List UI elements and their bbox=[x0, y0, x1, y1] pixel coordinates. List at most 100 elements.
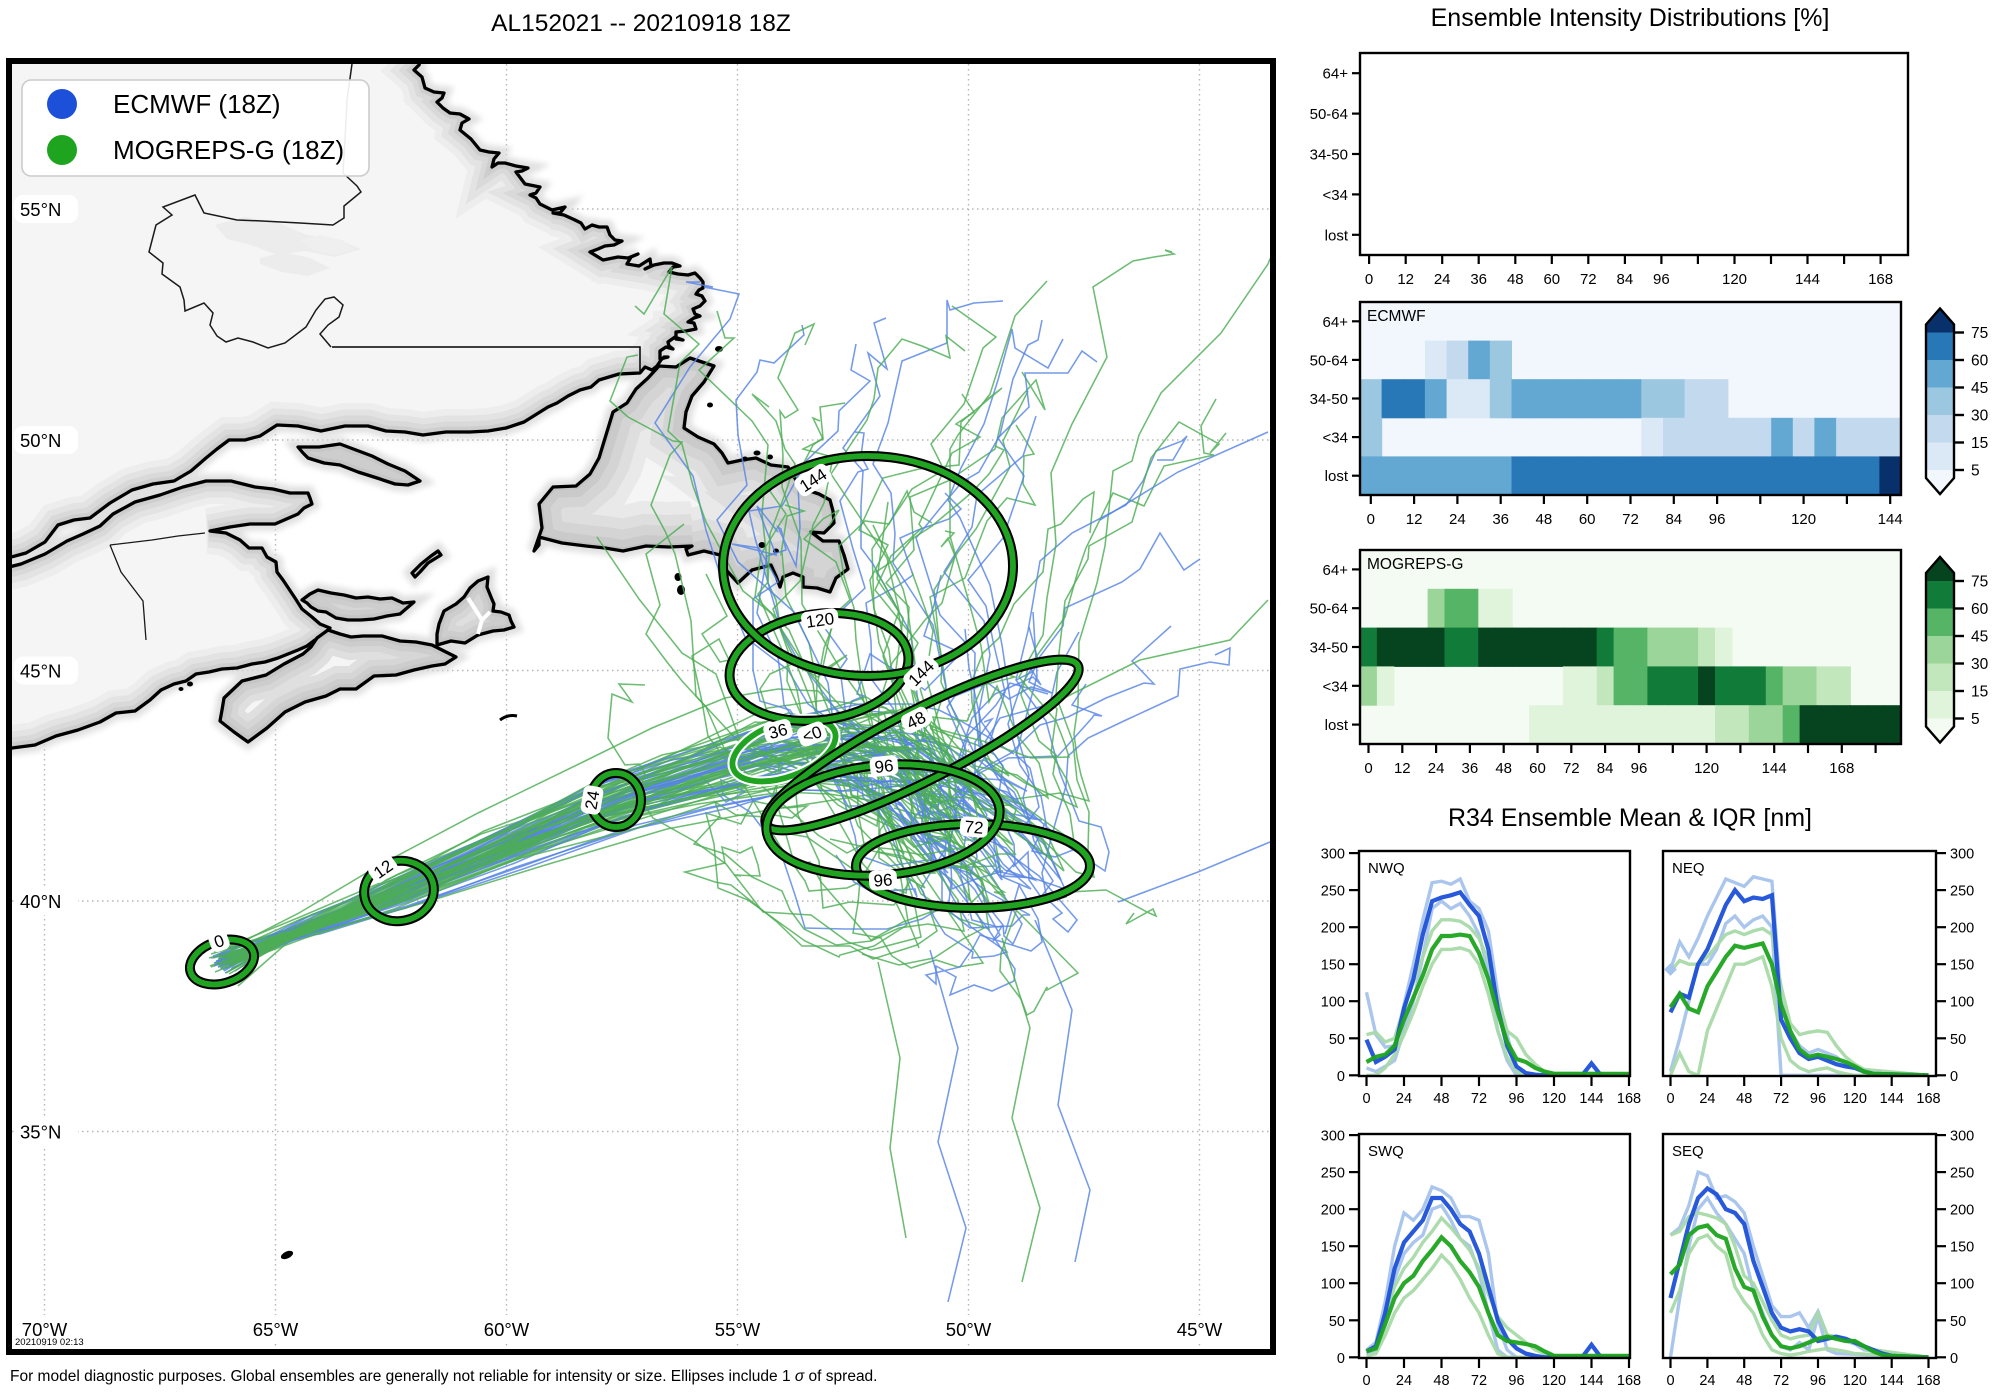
svg-text:96: 96 bbox=[1508, 1091, 1524, 1107]
svg-text:35°N: 35°N bbox=[20, 1122, 61, 1143]
svg-text:R34 Ensemble Mean & IQR [nm]: R34 Ensemble Mean & IQR [nm] bbox=[1448, 804, 1812, 832]
svg-text:12: 12 bbox=[1394, 760, 1411, 777]
svg-text:84: 84 bbox=[1617, 271, 1634, 288]
svg-text:48: 48 bbox=[1736, 1373, 1752, 1389]
svg-text:300: 300 bbox=[1950, 847, 1974, 863]
svg-text:144: 144 bbox=[1579, 1373, 1603, 1389]
svg-text:0: 0 bbox=[1337, 1351, 1345, 1367]
svg-text:50-64: 50-64 bbox=[1310, 352, 1348, 369]
svg-text:96: 96 bbox=[873, 870, 893, 890]
svg-text:168: 168 bbox=[1916, 1373, 1940, 1389]
svg-text:60: 60 bbox=[1529, 760, 1546, 777]
svg-text:NWQ: NWQ bbox=[1368, 860, 1405, 877]
svg-text:0: 0 bbox=[1337, 1069, 1345, 1085]
svg-text:24: 24 bbox=[1699, 1091, 1715, 1107]
svg-text:120: 120 bbox=[1843, 1373, 1867, 1389]
svg-text:60°W: 60°W bbox=[484, 1319, 530, 1340]
svg-text:72: 72 bbox=[1580, 271, 1597, 288]
svg-text:150: 150 bbox=[1321, 1240, 1345, 1256]
svg-text:96: 96 bbox=[1631, 760, 1648, 777]
svg-text:48: 48 bbox=[1507, 271, 1524, 288]
svg-text:120: 120 bbox=[1694, 760, 1719, 777]
svg-text:150: 150 bbox=[1950, 1240, 1974, 1256]
svg-text:75: 75 bbox=[1971, 574, 1988, 591]
svg-text:For model diagnostic purposes.: For model diagnostic purposes. Global en… bbox=[10, 1368, 878, 1385]
svg-text:64+: 64+ bbox=[1323, 562, 1349, 579]
svg-text:48: 48 bbox=[1433, 1091, 1449, 1107]
svg-text:24: 24 bbox=[581, 789, 603, 811]
svg-text:120: 120 bbox=[1542, 1373, 1566, 1389]
svg-text:48: 48 bbox=[1495, 760, 1512, 777]
svg-text:48: 48 bbox=[1536, 511, 1553, 528]
svg-text:<34: <34 bbox=[1323, 430, 1348, 447]
svg-text:72: 72 bbox=[1471, 1091, 1487, 1107]
svg-text:0: 0 bbox=[1365, 271, 1373, 288]
svg-text:100: 100 bbox=[1950, 1277, 1974, 1293]
svg-text:200: 200 bbox=[1950, 921, 1974, 937]
svg-text:45: 45 bbox=[1971, 380, 1988, 397]
svg-text:96: 96 bbox=[1810, 1091, 1826, 1107]
svg-text:84: 84 bbox=[1597, 760, 1614, 777]
svg-text:72: 72 bbox=[1471, 1373, 1487, 1389]
svg-text:250: 250 bbox=[1321, 1166, 1345, 1182]
svg-text:12: 12 bbox=[1406, 511, 1423, 528]
svg-text:55°N: 55°N bbox=[20, 199, 61, 220]
svg-text:144: 144 bbox=[1878, 511, 1903, 528]
svg-text:0: 0 bbox=[1367, 511, 1375, 528]
svg-text:AL152021 -- 20210918 18Z: AL152021 -- 20210918 18Z bbox=[491, 10, 791, 37]
svg-text:ECMWF (18Z): ECMWF (18Z) bbox=[113, 89, 281, 119]
svg-text:55°W: 55°W bbox=[715, 1319, 761, 1340]
svg-text:MOGREPS-G (18Z): MOGREPS-G (18Z) bbox=[113, 135, 344, 165]
svg-text:72: 72 bbox=[1622, 511, 1639, 528]
svg-text:144: 144 bbox=[1762, 760, 1787, 777]
svg-text:50°W: 50°W bbox=[946, 1319, 992, 1340]
svg-text:5: 5 bbox=[1971, 711, 1980, 728]
svg-text:36: 36 bbox=[767, 720, 790, 743]
svg-text:64+: 64+ bbox=[1323, 66, 1349, 83]
svg-text:34-50: 34-50 bbox=[1310, 147, 1348, 164]
svg-text:50: 50 bbox=[1329, 1032, 1345, 1048]
svg-text:24: 24 bbox=[1428, 760, 1445, 777]
svg-text:lost: lost bbox=[1325, 468, 1349, 485]
svg-text:72: 72 bbox=[1773, 1091, 1789, 1107]
svg-text:144: 144 bbox=[1880, 1373, 1904, 1389]
svg-text:250: 250 bbox=[1321, 884, 1345, 900]
svg-text:50-64: 50-64 bbox=[1310, 106, 1348, 123]
svg-text:lost: lost bbox=[1325, 717, 1349, 734]
svg-text:15: 15 bbox=[1971, 684, 1988, 701]
svg-text:50°N: 50°N bbox=[20, 430, 61, 451]
svg-text:200: 200 bbox=[1950, 1203, 1974, 1219]
svg-text:144: 144 bbox=[1795, 271, 1820, 288]
svg-text:50: 50 bbox=[1329, 1314, 1345, 1330]
svg-text:168: 168 bbox=[1617, 1373, 1641, 1389]
svg-text:144: 144 bbox=[1880, 1091, 1904, 1107]
svg-text:120: 120 bbox=[1722, 271, 1747, 288]
svg-text:45°W: 45°W bbox=[1177, 1319, 1223, 1340]
svg-text:36: 36 bbox=[1462, 760, 1479, 777]
svg-text:120: 120 bbox=[805, 609, 836, 632]
svg-text:168: 168 bbox=[1617, 1091, 1641, 1107]
svg-text:200: 200 bbox=[1321, 921, 1345, 937]
svg-text:144: 144 bbox=[1579, 1091, 1603, 1107]
svg-text:96: 96 bbox=[1508, 1373, 1524, 1389]
svg-text:60: 60 bbox=[1579, 511, 1596, 528]
svg-text:168: 168 bbox=[1868, 271, 1893, 288]
svg-text:lost: lost bbox=[1325, 227, 1349, 244]
svg-text:0: 0 bbox=[1364, 760, 1372, 777]
svg-text:24: 24 bbox=[1396, 1091, 1412, 1107]
svg-text:<34: <34 bbox=[1323, 187, 1348, 204]
svg-text:70°W: 70°W bbox=[22, 1319, 68, 1340]
svg-text:120: 120 bbox=[1791, 511, 1816, 528]
svg-text:65°W: 65°W bbox=[253, 1319, 299, 1340]
svg-text:20210919 02:13: 20210919 02:13 bbox=[15, 1337, 84, 1348]
svg-text:45°N: 45°N bbox=[20, 661, 61, 682]
svg-text:50-64: 50-64 bbox=[1310, 601, 1348, 618]
svg-text:60: 60 bbox=[1971, 601, 1989, 618]
svg-text:12: 12 bbox=[1397, 271, 1414, 288]
svg-text:300: 300 bbox=[1950, 1129, 1974, 1145]
svg-text:36: 36 bbox=[1470, 271, 1487, 288]
svg-text:<34: <34 bbox=[1323, 678, 1348, 695]
svg-text:36: 36 bbox=[1492, 511, 1509, 528]
svg-text:200: 200 bbox=[1321, 1203, 1345, 1219]
svg-text:64+: 64+ bbox=[1323, 314, 1349, 331]
